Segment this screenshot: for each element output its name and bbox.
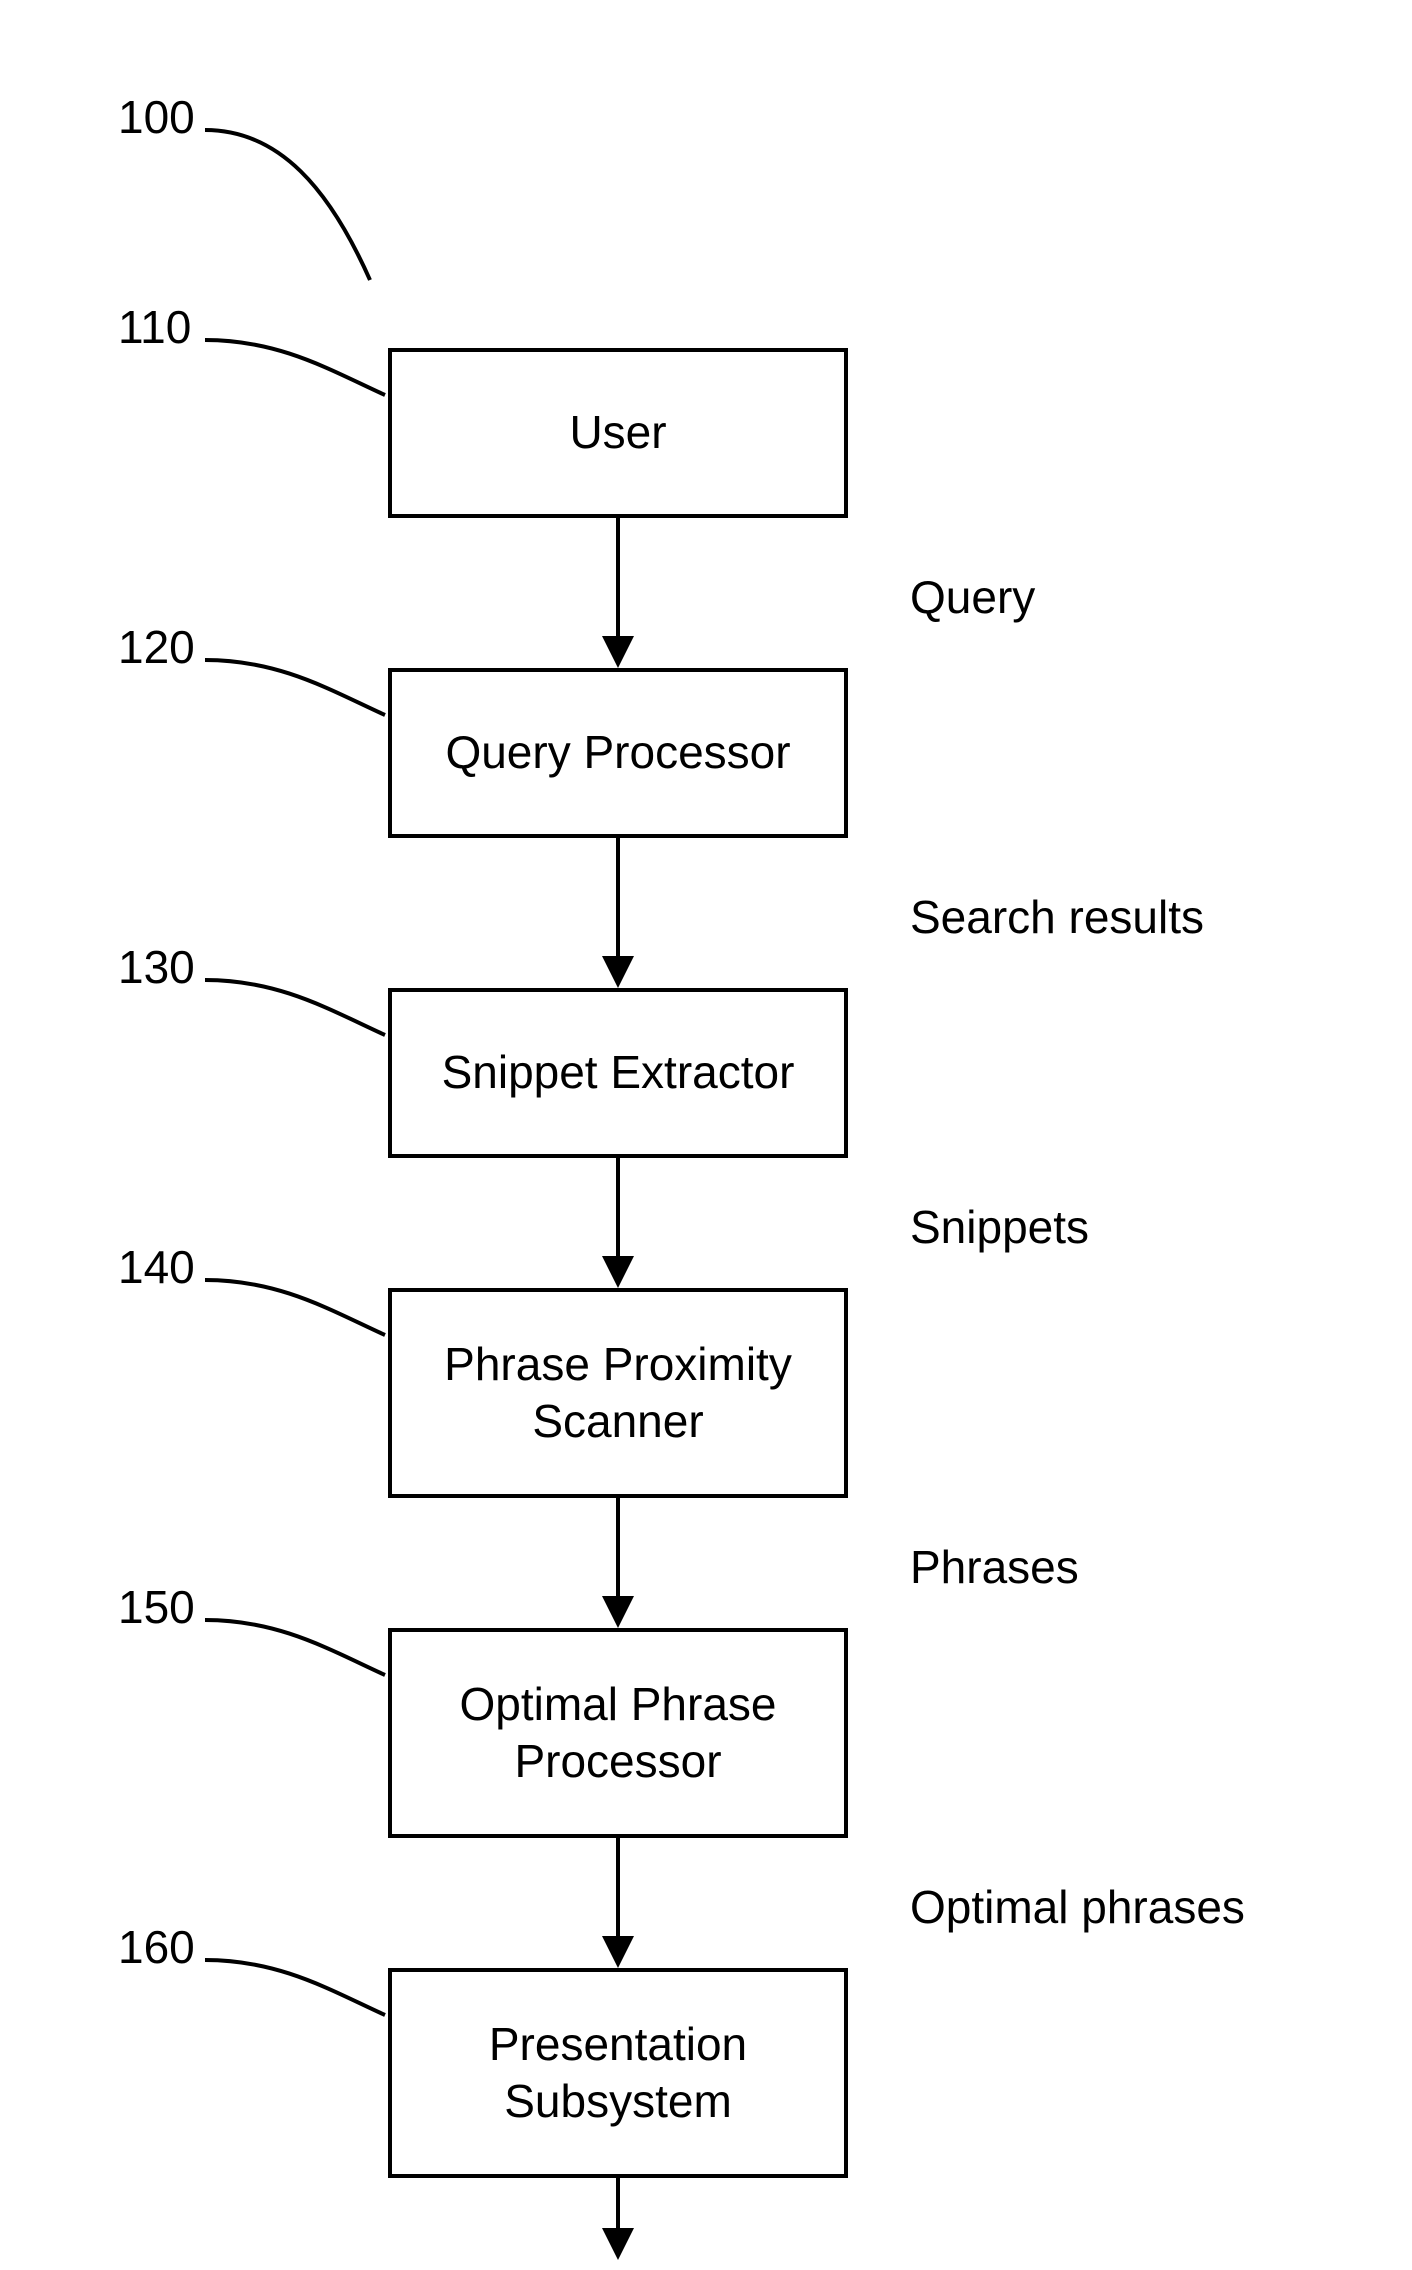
- edge-label-search-results-text: Search results: [910, 891, 1204, 943]
- arrow-user-query: [616, 518, 620, 636]
- arrowhead-presentation-out: [602, 2228, 634, 2260]
- arrow-presentation-out: [616, 2178, 620, 2228]
- edge-label-phrases: Phrases: [910, 1540, 1079, 1594]
- arrowhead-optimal-presentation: [602, 1936, 634, 1968]
- edge-label-query-text: Query: [910, 571, 1035, 623]
- edge-label-optimal-phrases: Optimal phrases: [910, 1880, 1245, 1934]
- node-phrase-proximity-scanner-label: Phrase Proximity Scanner: [402, 1336, 834, 1451]
- node-snippet-extractor-label: Snippet Extractor: [442, 1044, 795, 1102]
- node-query-processor: Query Processor: [388, 668, 848, 838]
- arrowhead-phraseprox-optimal: [602, 1596, 634, 1628]
- node-user-label: User: [569, 404, 666, 462]
- arrow-phraseprox-optimal: [616, 1498, 620, 1596]
- arrow-query-snippet: [616, 838, 620, 956]
- arrowhead-query-snippet: [602, 956, 634, 988]
- arrowhead-user-query: [602, 636, 634, 668]
- node-presentation-subsystem: Presentation Subsystem: [388, 1968, 848, 2178]
- node-optimal-phrase-processor: Optimal Phrase Processor: [388, 1628, 848, 1838]
- edge-label-snippets: Snippets: [910, 1200, 1089, 1254]
- node-phrase-proximity-scanner: Phrase Proximity Scanner: [388, 1288, 848, 1498]
- edge-label-phrases-text: Phrases: [910, 1541, 1079, 1593]
- node-query-processor-label: Query Processor: [445, 724, 790, 782]
- edge-label-snippets-text: Snippets: [910, 1201, 1089, 1253]
- node-user: User: [388, 348, 848, 518]
- edge-label-search-results: Search results: [910, 890, 1204, 944]
- node-presentation-subsystem-label: Presentation Subsystem: [402, 2016, 834, 2131]
- arrow-optimal-presentation: [616, 1838, 620, 1936]
- edge-label-query: Query: [910, 570, 1035, 624]
- edge-label-optimal-phrases-text: Optimal phrases: [910, 1881, 1245, 1933]
- node-snippet-extractor: Snippet Extractor: [388, 988, 848, 1158]
- node-optimal-phrase-processor-label: Optimal Phrase Processor: [402, 1676, 834, 1791]
- arrowhead-snippet-phraseprox: [602, 1256, 634, 1288]
- arrow-snippet-phraseprox: [616, 1158, 620, 1256]
- lead-path-160: [205, 1960, 385, 2015]
